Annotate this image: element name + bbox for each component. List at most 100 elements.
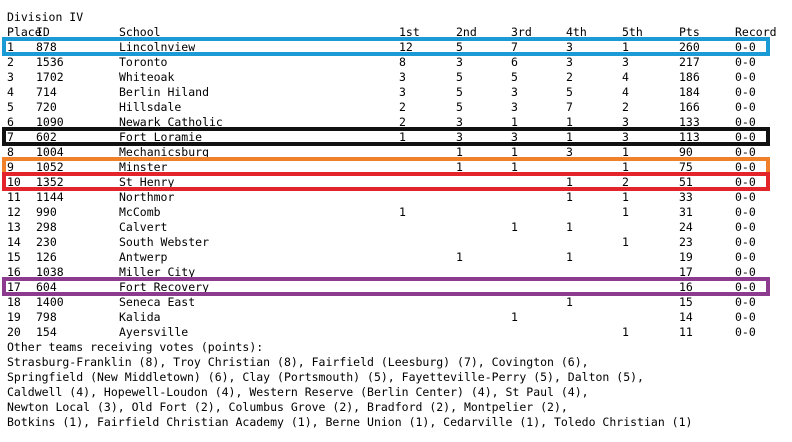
table-row: 15 126 Antwerp 1 1 19 0-0 [0, 250, 792, 265]
cell-fourth: 3 [566, 40, 573, 54]
cell-fifth: 1 [622, 40, 629, 54]
others-line: Springfield (New Middletown) (6), Clay (… [7, 370, 644, 384]
cell-school: Miller City [119, 265, 196, 279]
cell-fourth: 1 [566, 250, 573, 264]
cell-pts: 184 [679, 85, 700, 99]
table-row: 6 1090 Newark Catholic 2 3 1 1 3 133 0-0 [0, 115, 792, 130]
cell-place: 6 [7, 115, 14, 129]
cell-school: Calvert [119, 220, 168, 234]
cell-record: 0-0 [735, 160, 756, 174]
cell-first: 2 [399, 115, 406, 129]
cell-record: 0-0 [735, 295, 756, 309]
cell-id: 1052 [36, 160, 64, 174]
cell-id: 1090 [36, 115, 64, 129]
cell-third: 6 [511, 55, 518, 69]
header-fourth: 4th [566, 25, 587, 39]
cell-id: 1536 [36, 55, 64, 69]
cell-pts: 186 [679, 70, 700, 84]
cell-school: Kalida [119, 310, 161, 324]
cell-record: 0-0 [735, 220, 756, 234]
cell-third: 3 [511, 85, 518, 99]
cell-id: 602 [36, 130, 57, 144]
others-line: Botkins (1), Fairfield Christian Academy… [7, 415, 693, 429]
cell-place: 18 [7, 295, 21, 309]
cell-id: 230 [36, 235, 57, 249]
cell-second: 5 [456, 100, 463, 114]
cell-place: 19 [7, 310, 21, 324]
cell-place: 5 [7, 100, 14, 114]
cell-place: 10 [7, 175, 21, 189]
cell-school: McComb [119, 205, 161, 219]
cell-school: Fort Loramie [119, 130, 203, 144]
cell-school: Whiteoak [119, 70, 175, 84]
table-row: 11 1144 Northmor 1 1 33 0-0 [0, 190, 792, 205]
cell-pts: 23 [679, 235, 693, 249]
division-title: Division IV [7, 10, 84, 24]
header-third: 3rd [511, 25, 532, 39]
header-school: School [119, 25, 161, 39]
cell-fifth: 1 [622, 205, 629, 219]
cell-pts: 24 [679, 220, 693, 234]
cell-school: Lincolnview [119, 40, 196, 54]
header-second: 2nd [456, 25, 477, 39]
cell-pts: 33 [679, 190, 693, 204]
cell-record: 0-0 [735, 130, 756, 144]
cell-school: Minster [119, 160, 168, 174]
cell-pts: 15 [679, 295, 693, 309]
cell-second: 1 [456, 160, 463, 174]
cell-fourth: 3 [566, 55, 573, 69]
table-row: 17 604 Fort Recovery 16 0-0 [0, 280, 792, 295]
cell-pts: 11 [679, 325, 693, 339]
cell-record: 0-0 [735, 325, 756, 339]
cell-id: 798 [36, 310, 57, 324]
cell-school: Antwerp [119, 250, 168, 264]
cell-fourth: 1 [566, 190, 573, 204]
table-row: 4 714 Berlin Hiland 3 5 3 5 4 184 0-0 [0, 85, 792, 100]
cell-place: 4 [7, 85, 14, 99]
table-row: 8 1004 Mechanicsburg 1 1 3 1 90 0-0 [0, 145, 792, 160]
cell-place: 17 [7, 280, 21, 294]
cell-pts: 51 [679, 175, 693, 189]
cell-school: St Henry [119, 175, 175, 189]
cell-id: 154 [36, 325, 57, 339]
cell-fifth: 3 [622, 115, 629, 129]
cell-pts: 166 [679, 100, 700, 114]
cell-school: Newark Catholic [119, 115, 223, 129]
cell-fourth: 2 [566, 70, 573, 84]
cell-fourth: 7 [566, 100, 573, 114]
cell-fifth: 4 [622, 70, 629, 84]
cell-id: 1004 [36, 145, 64, 159]
table-row: 3 1702 Whiteoak 3 5 5 2 4 186 0-0 [0, 70, 792, 85]
table-row: 18 1400 Seneca East 1 15 0-0 [0, 295, 792, 310]
cell-fifth: 2 [622, 100, 629, 114]
cell-fifth: 1 [622, 160, 629, 174]
cell-record: 0-0 [735, 205, 756, 219]
cell-fifth: 2 [622, 175, 629, 189]
others-line: Newton Local (3), Old Fort (2), Columbus… [7, 400, 568, 414]
cell-pts: 260 [679, 40, 700, 54]
cell-place: 7 [7, 130, 14, 144]
cell-school: Seneca East [119, 295, 196, 309]
cell-third: 7 [511, 40, 518, 54]
cell-record: 0-0 [735, 40, 756, 54]
cell-id: 298 [36, 220, 57, 234]
cell-fourth: 1 [566, 220, 573, 234]
others-heading: Other teams receiving votes (points): [7, 340, 264, 354]
cell-school: Ayersville [119, 325, 189, 339]
cell-fourth: 1 [566, 175, 573, 189]
cell-second: 3 [456, 115, 463, 129]
cell-first: 1 [399, 130, 406, 144]
cell-third: 5 [511, 70, 518, 84]
cell-pts: 217 [679, 55, 700, 69]
cell-pts: 31 [679, 205, 693, 219]
cell-record: 0-0 [735, 145, 756, 159]
cell-third: 1 [511, 145, 518, 159]
cell-place: 1 [7, 40, 14, 54]
table-row: 9 1052 Minster 1 1 1 75 0-0 [0, 160, 792, 175]
cell-record: 0-0 [735, 85, 756, 99]
cell-fourth: 5 [566, 85, 573, 99]
header-pts: Pts [679, 25, 700, 39]
cell-third: 1 [511, 115, 518, 129]
cell-second: 1 [456, 250, 463, 264]
cell-place: 16 [7, 265, 21, 279]
